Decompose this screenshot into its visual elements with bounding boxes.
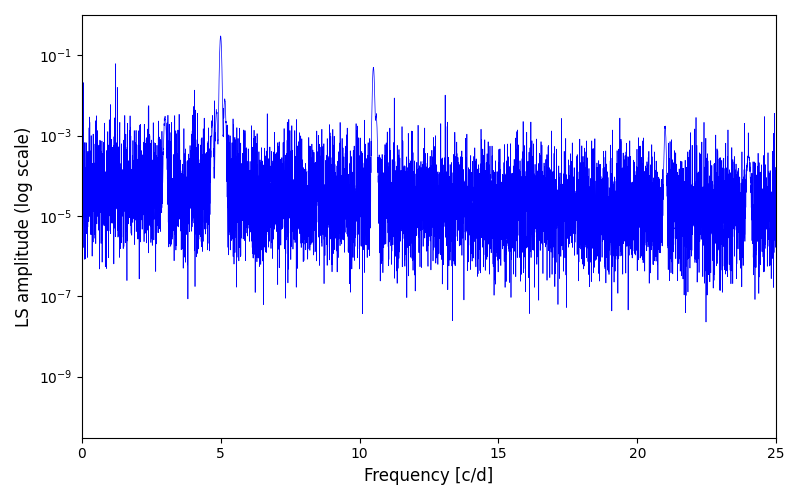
Y-axis label: LS amplitude (log scale): LS amplitude (log scale) [15,126,33,326]
X-axis label: Frequency [c/d]: Frequency [c/d] [364,467,494,485]
